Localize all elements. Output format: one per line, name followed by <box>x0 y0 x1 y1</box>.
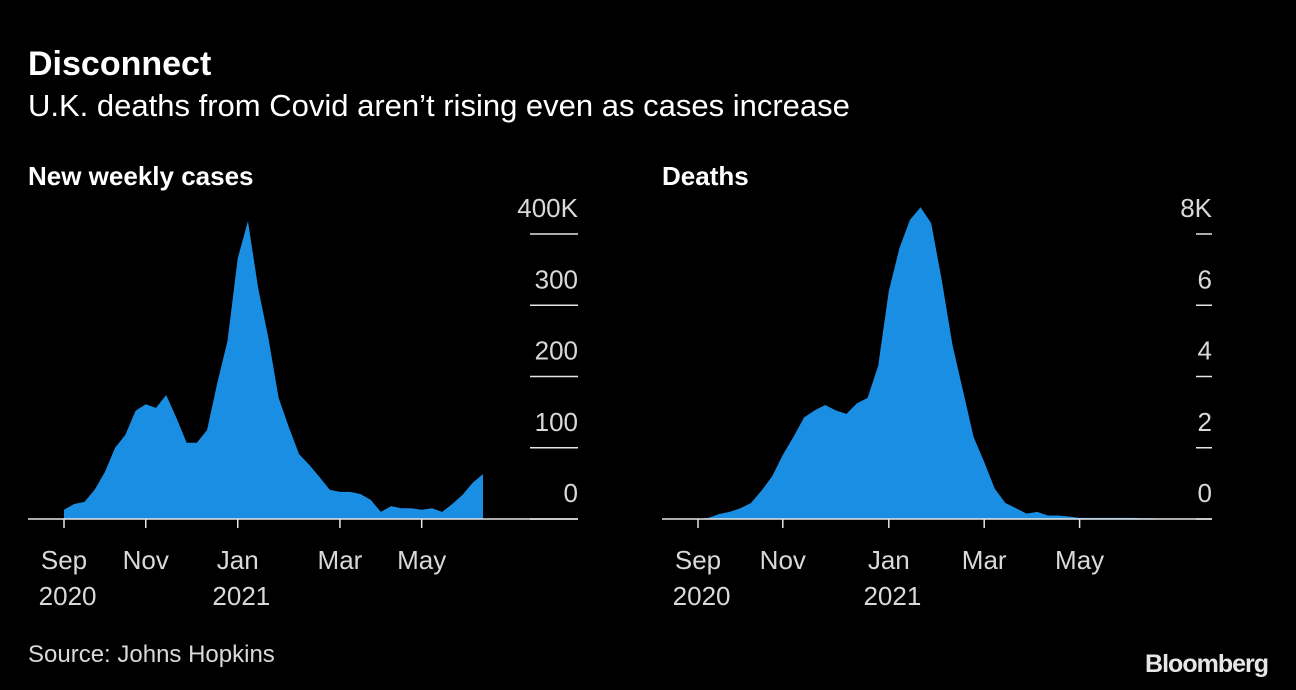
x-tick-label: Sep 2020 <box>31 545 96 611</box>
x-tick-label: May <box>1055 545 1104 575</box>
logo: Bloomberg <box>1145 650 1268 678</box>
y-tick-label: 4 <box>1198 336 1212 366</box>
title: Disconnect <box>28 45 211 83</box>
source: Source: Johns Hopkins <box>28 641 275 668</box>
y-tick-label: 100 <box>535 407 578 437</box>
y-tick-label: 200 <box>535 336 578 366</box>
x-tick-label: Nov <box>760 545 806 575</box>
y-tick-label: 6 <box>1198 264 1212 294</box>
chart-title: New weekly cases <box>28 161 254 191</box>
y-tick-label: 300 <box>535 264 578 294</box>
y-tick-label: 8K <box>1180 193 1212 223</box>
y-tick-label: 400K <box>517 193 578 223</box>
chart-title: Deaths <box>662 161 749 191</box>
x-tick-label: Jan 2021 <box>205 545 270 611</box>
x-tick-label: May <box>397 545 446 575</box>
x-tick-label: Jan 2021 <box>856 545 921 611</box>
y-tick-label: 0 <box>1198 478 1212 508</box>
x-tick-label: Mar <box>318 545 363 575</box>
y-tick-label: 2 <box>1198 407 1212 437</box>
area <box>64 221 484 519</box>
y-tick-label: 0 <box>564 478 578 508</box>
area <box>698 207 1154 519</box>
x-tick-label: Nov <box>123 545 169 575</box>
subtitle: U.K. deaths from Covid aren’t rising eve… <box>28 88 850 123</box>
x-tick-label: Sep 2020 <box>665 545 730 611</box>
x-tick-label: Mar <box>962 545 1007 575</box>
